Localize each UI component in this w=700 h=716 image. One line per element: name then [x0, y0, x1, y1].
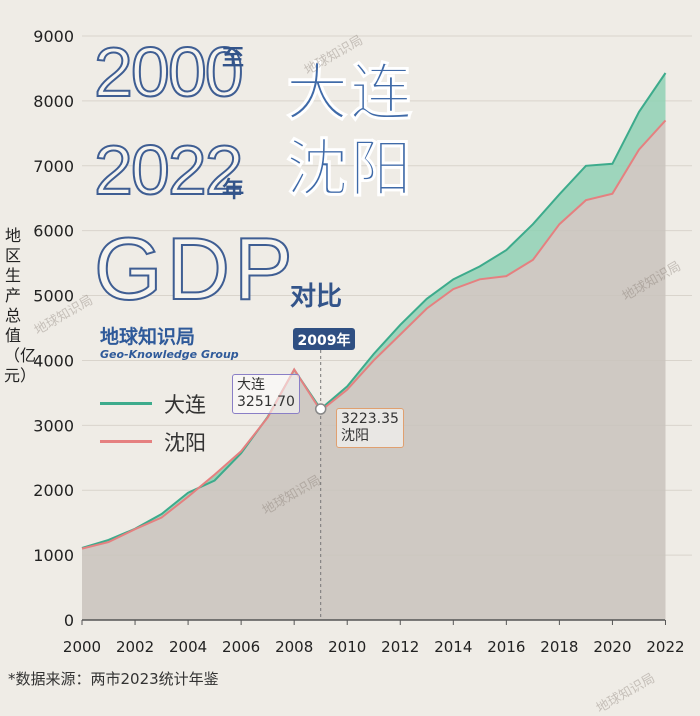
y-tick-label: 7000 [33, 157, 74, 176]
callout-shenyang-city: 沈阳 [341, 428, 369, 444]
title-connector-zhi: 至 [222, 46, 245, 71]
gdp-chart: 0 1000 2000 3000 4000 5000 6000 7000 8000 9000 20… [33, 27, 692, 656]
y-tick-label: 2000 [33, 481, 74, 500]
marker-year-label: 2009年 [298, 332, 351, 349]
x-tick-label: 2022 [646, 638, 684, 656]
callout-shenyang-2009: 3223.35 沈阳 [336, 408, 404, 448]
callout-shenyang-value: 3223.35 [341, 411, 399, 427]
marker-2009-point [314, 403, 327, 415]
x-tick-label: 2006 [222, 638, 260, 656]
title-city-shenyang: 沈阳 [285, 132, 415, 206]
chart-grid [82, 35, 692, 556]
line-shenyang [81, 119, 667, 550]
y-tick-label: 4000 [33, 351, 74, 370]
y-tick-label: 0 [64, 611, 74, 630]
x-tick-label: 2004 [169, 638, 207, 656]
legend-label-shenyang: 沈阳 [164, 431, 206, 455]
callout-dalian-2009: 大连 3251.70 [232, 374, 300, 414]
callout-dalian-value: 3251.70 [237, 394, 295, 410]
x-tick-label: 2002 [116, 638, 154, 656]
x-tick-label: 2020 [593, 638, 631, 656]
data-source-note: *数据来源：两市2023统计年鉴 [8, 670, 219, 688]
x-tick-label: 2012 [381, 638, 419, 656]
y-tick-label: 9000 [33, 27, 74, 46]
legend-swatch-shenyang [100, 440, 152, 443]
title-city-dalian: 大连 [285, 56, 415, 130]
y-tick-label: 6000 [33, 222, 74, 241]
y-axis-ticks: 0 1000 2000 3000 4000 5000 6000 7000 8000 9000 [33, 27, 74, 630]
y-tick-label: 3000 [33, 416, 74, 435]
x-tick-label: 2008 [275, 638, 313, 656]
legend-label-dalian: 大连 [164, 393, 206, 417]
x-tick-label: 2014 [434, 638, 472, 656]
marker-year-badge: 2009年 [293, 328, 355, 350]
title-year-end: 2022 [93, 130, 245, 210]
callout-dalian-city: 大连 [237, 377, 265, 393]
x-tick-label: 2010 [328, 638, 366, 656]
y-tick-label: 1000 [33, 546, 74, 565]
x-tick-label: 2018 [540, 638, 578, 656]
title-duibi: 对比 [290, 282, 343, 312]
x-axis-ticks: 2000 2002 2004 2006 2008 2010 2012 2014 2016 2018… [63, 620, 685, 656]
y-tick-label: 5000 [33, 287, 74, 306]
x-tick-label: 2000 [63, 638, 101, 656]
brand-subtitle: Geo-Knowledge Group [100, 348, 239, 361]
title-year-start: 2000 [93, 32, 245, 112]
y-tick-label: 8000 [33, 92, 74, 111]
title-connector-nian: 年 [222, 178, 245, 203]
y-axis-label: 地区生产总值（亿元） [4, 226, 37, 385]
area-shenyang [82, 120, 666, 621]
brand-name: 地球知识局 [100, 326, 196, 348]
title-gdp: GDP [93, 218, 297, 319]
line-dalian [81, 72, 667, 549]
legend-swatch-dalian [100, 402, 152, 405]
x-tick-label: 2016 [487, 638, 525, 656]
